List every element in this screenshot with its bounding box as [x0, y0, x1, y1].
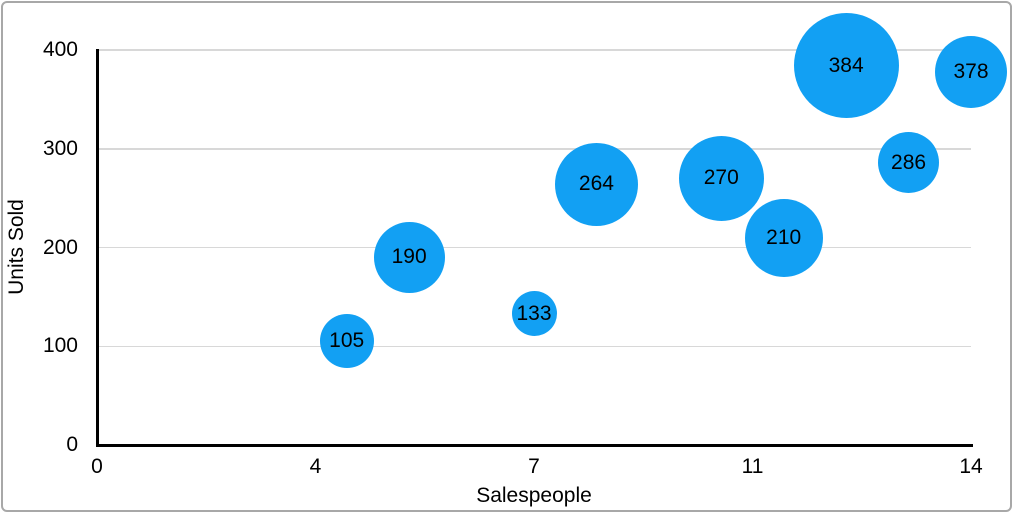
bubble-value-label: 210: [766, 225, 802, 249]
gridline-y-400: [97, 49, 971, 51]
x-axis-line: [95, 443, 973, 447]
bubble-384[interactable]: 384: [793, 13, 899, 119]
bubble-value-label: 270: [703, 166, 739, 190]
bubble-190[interactable]: 190: [373, 221, 445, 293]
bubble-105[interactable]: 105: [319, 314, 374, 369]
x-tick-label-7: 7: [528, 455, 540, 478]
bubble-270[interactable]: 270: [678, 135, 764, 221]
y-tick-label-0: 0: [66, 433, 78, 456]
x-tick-label-0: 0: [91, 455, 103, 478]
bubble-210[interactable]: 210: [744, 198, 823, 277]
bubble-value-label: 264: [578, 172, 614, 196]
y-tick-label-100: 100: [42, 334, 78, 358]
bubble-value-label: 190: [391, 245, 427, 269]
gridline-y-100: [97, 345, 971, 347]
bubble-value-label: 286: [891, 150, 927, 174]
x-tick-label-4: 4: [309, 455, 322, 478]
x-tick-label-14: 14: [959, 455, 983, 478]
y-tick-label-200: 200: [42, 235, 78, 259]
gridline-y-300: [97, 148, 971, 150]
bubble-value-label: 384: [828, 53, 864, 77]
bubble-value-label: 378: [953, 59, 989, 83]
y-tick-label-400: 400: [42, 38, 78, 61]
y-axis-title: Units Sold: [5, 199, 28, 295]
gridline-y-200: [97, 246, 971, 249]
bubble-378[interactable]: 378: [935, 35, 1007, 108]
y-tick-label-300: 300: [42, 136, 78, 160]
bubble-286[interactable]: 286: [878, 132, 940, 194]
y-axis-line: [95, 49, 99, 447]
x-tick-label-11: 11: [741, 455, 764, 478]
x-axis-title: Salespeople: [476, 484, 592, 507]
bubble-value-label: 133: [516, 301, 552, 325]
bubble-value-label: 105: [329, 329, 365, 353]
bubble-133[interactable]: 133: [511, 291, 557, 337]
bubble-264[interactable]: 264: [554, 142, 638, 226]
